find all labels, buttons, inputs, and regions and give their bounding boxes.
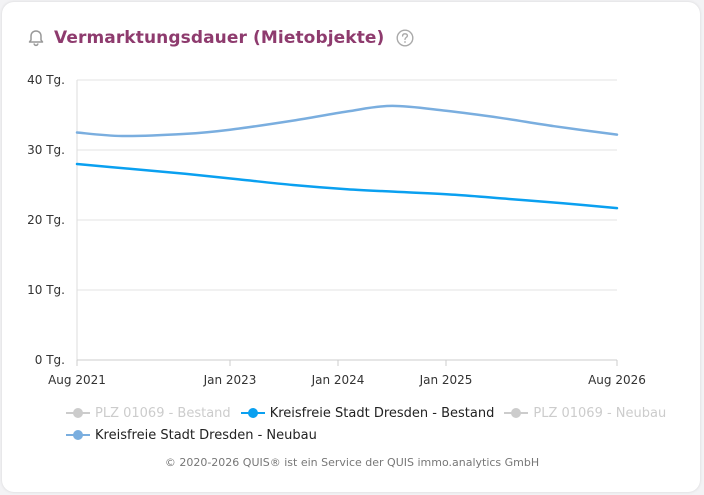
chart-title: Vermarktungsdauer (Mietobjekte): [54, 28, 385, 48]
copyright-footer: © 2020-2026 QUIS® ist ein Service der QU…: [164, 456, 540, 469]
legend-row-2: Kreisfreie Stadt Dresden - Neubau: [66, 424, 666, 446]
legend-item-dresden-bestand[interactable]: Kreisfreie Stadt Dresden - Bestand: [240, 405, 495, 421]
x-tick-label: Aug 2026: [588, 373, 646, 387]
legend-item-dresden-neubau[interactable]: Kreisfreie Stadt Dresden - Neubau: [66, 428, 317, 443]
x-tick-label: Jan 2025: [419, 373, 473, 387]
x-tick-label: Aug 2021: [48, 373, 106, 387]
legend: PLZ 01069 - Bestand Kreisfreie Stadt Dre…: [66, 402, 666, 446]
series-lines: [75, 104, 619, 210]
grid-lines: [77, 79, 617, 291]
x-axis: Aug 2021 Jan 2023 Jan 2024 Jan 2025 Aug 2026: [48, 80, 646, 387]
x-tick-label: Jan 2024: [311, 373, 365, 387]
legend-label: Kreisfreie Stadt Dresden - Neubau: [95, 427, 317, 443]
y-tick-label: 20 Tg.: [27, 213, 65, 227]
y-tick-label: 0 Tg.: [35, 353, 65, 367]
question-circle-icon[interactable]: [396, 29, 414, 47]
line-chart: 0 Tg. 10 Tg. 20 Tg. 30 Tg. 40 Tg. Aug 2021 Ja…: [27, 73, 646, 387]
legend-marker: [66, 430, 90, 440]
legend-marker: [504, 408, 529, 418]
series-line-1: [75, 162, 619, 210]
y-axis-ticks: 0 Tg. 10 Tg. 20 Tg. 30 Tg. 40 Tg.: [27, 73, 65, 367]
y-tick-label: 10 Tg.: [27, 283, 65, 297]
legend-item-plz-neubau[interactable]: PLZ 01069 - Neubau: [504, 406, 666, 421]
legend-marker: [240, 408, 265, 418]
legend-label: PLZ 01069 - Neubau: [533, 405, 667, 421]
y-tick-label: 40 Tg.: [27, 73, 65, 87]
chart-header: Vermarktungsdauer (Mietobjekte): [26, 26, 414, 50]
bell-icon[interactable]: [26, 28, 46, 48]
legend-label: PLZ 01069 - Bestand: [95, 405, 231, 421]
legend-label: Kreisfreie Stadt Dresden - Bestand: [269, 405, 495, 421]
y-tick-label: 30 Tg.: [27, 143, 65, 157]
series-line-3: [75, 104, 619, 138]
legend-marker: [66, 408, 90, 418]
legend-item-plz-bestand[interactable]: PLZ 01069 - Bestand: [66, 406, 231, 421]
x-tick-label: Jan 2023: [203, 373, 257, 387]
legend-row-1: PLZ 01069 - Bestand Kreisfreie Stadt Dre…: [66, 402, 666, 424]
